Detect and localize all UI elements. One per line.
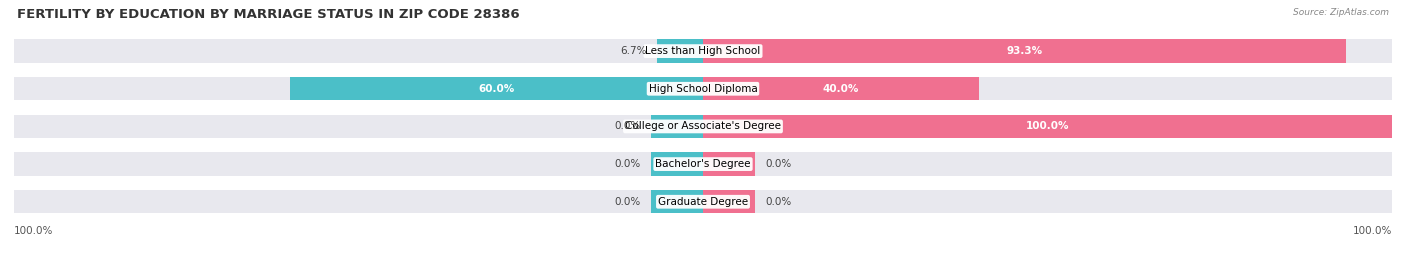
Bar — [703, 40, 1346, 63]
Text: Graduate Degree: Graduate Degree — [658, 197, 748, 207]
Bar — [703, 153, 755, 176]
Bar — [651, 190, 703, 213]
Text: 0.0%: 0.0% — [614, 121, 641, 132]
Text: 0.0%: 0.0% — [614, 159, 641, 169]
Bar — [14, 190, 1392, 213]
Text: 100.0%: 100.0% — [1026, 121, 1069, 132]
Text: Source: ZipAtlas.com: Source: ZipAtlas.com — [1294, 8, 1389, 17]
Text: Bachelor's Degree: Bachelor's Degree — [655, 159, 751, 169]
Bar — [14, 115, 1392, 138]
Bar — [703, 190, 755, 213]
Bar — [14, 153, 1392, 176]
Text: College or Associate's Degree: College or Associate's Degree — [626, 121, 780, 132]
Text: 60.0%: 60.0% — [478, 84, 515, 94]
Bar — [703, 77, 979, 100]
Bar — [14, 40, 1392, 63]
Text: 40.0%: 40.0% — [823, 84, 859, 94]
Text: 100.0%: 100.0% — [1353, 226, 1392, 236]
Bar — [651, 115, 703, 138]
Bar — [14, 77, 1392, 100]
Text: 0.0%: 0.0% — [614, 197, 641, 207]
Text: FERTILITY BY EDUCATION BY MARRIAGE STATUS IN ZIP CODE 28386: FERTILITY BY EDUCATION BY MARRIAGE STATU… — [17, 8, 519, 21]
Text: 100.0%: 100.0% — [14, 226, 53, 236]
Text: 6.7%: 6.7% — [620, 46, 647, 56]
Text: Less than High School: Less than High School — [645, 46, 761, 56]
Bar — [657, 40, 703, 63]
Bar — [290, 77, 703, 100]
Text: 93.3%: 93.3% — [1007, 46, 1042, 56]
Text: 0.0%: 0.0% — [765, 159, 792, 169]
Text: 0.0%: 0.0% — [765, 197, 792, 207]
Bar — [703, 115, 1392, 138]
Text: High School Diploma: High School Diploma — [648, 84, 758, 94]
Bar — [651, 153, 703, 176]
